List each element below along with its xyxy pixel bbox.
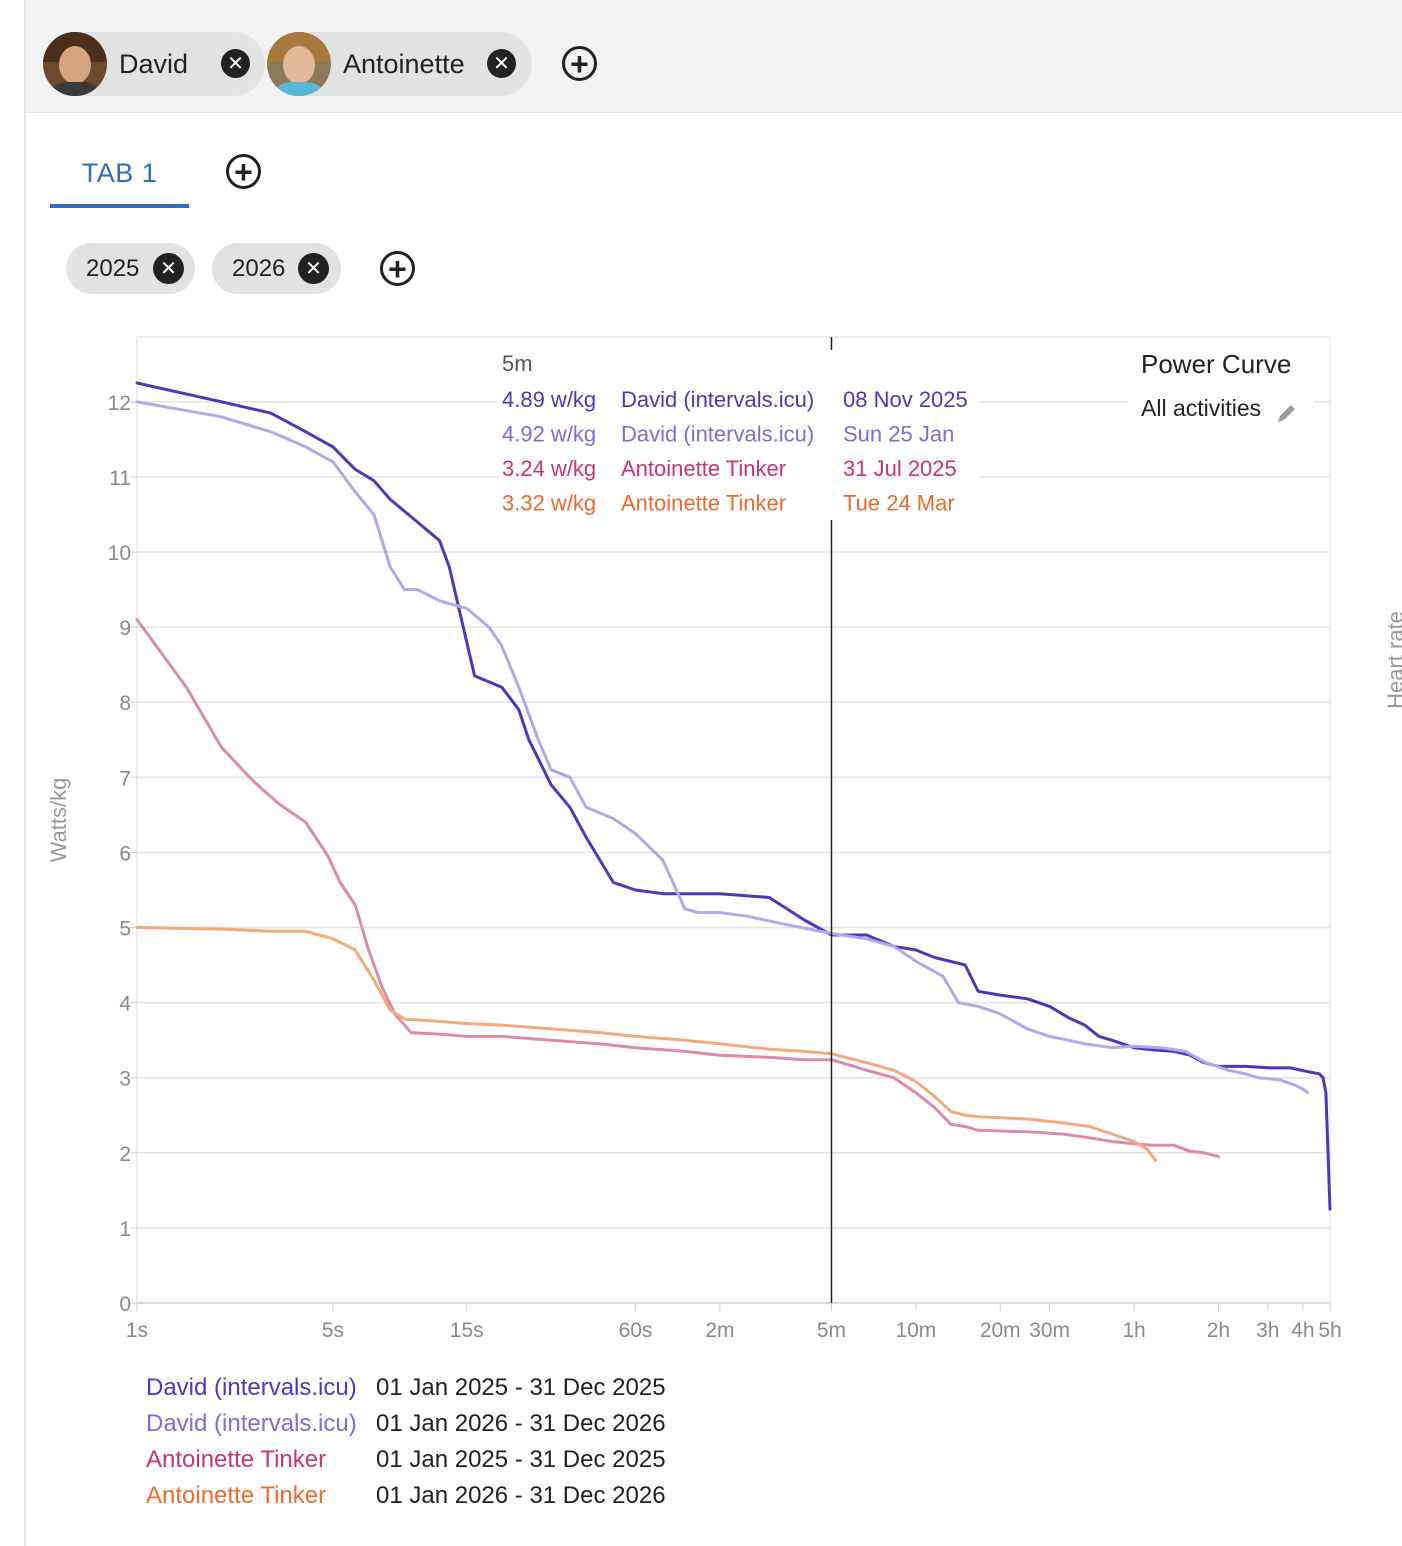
athlete-name: David: [119, 48, 189, 79]
date-filter-2026[interactable]: 2026 ✕: [212, 243, 341, 294]
title-bg: [1128, 346, 1314, 430]
pencil-icon[interactable]: [1278, 405, 1295, 422]
x-tick-label: 3h: [1256, 1319, 1279, 1342]
date-filter-2025[interactable]: 2025 ✕: [66, 243, 195, 294]
x-tick-label: 2h: [1207, 1319, 1230, 1342]
x-tick-label: 10m: [895, 1319, 936, 1342]
tooltip-duration: 5m: [502, 351, 533, 376]
legend-name: David (intervals.icu): [146, 1374, 357, 1401]
legend-item[interactable]: Antoinette Tinker 01 Jan 2025 - 31 Dec 2…: [146, 1442, 666, 1478]
y-tick-label: 7: [119, 767, 131, 790]
avatar: [43, 32, 107, 96]
y-tick-label: 6: [119, 842, 131, 865]
x-tick-label: 5m: [817, 1319, 846, 1342]
athlete-chip-antoinette[interactable]: Antoinette ✕: [267, 32, 532, 96]
divider: [24, 0, 26, 1546]
chart-legend: David (intervals.icu) 01 Jan 2025 - 31 D…: [146, 1370, 666, 1514]
legend-name: Antoinette Tinker: [146, 1446, 327, 1473]
series-line: [135, 618, 1220, 1159]
y-tick-label: 0: [119, 1293, 131, 1316]
x-tick-label: 60s: [619, 1319, 653, 1342]
y-axis-label: Watts/kg: [46, 778, 71, 863]
x-tick-label: 1h: [1122, 1319, 1145, 1342]
x-tick-label: 4h: [1291, 1319, 1314, 1342]
series-lines: [135, 381, 1332, 1211]
x-tick-label: 5h: [1318, 1319, 1341, 1342]
tooltip-name: Antoinette Tinker: [621, 456, 786, 481]
x-tick-label: 2m: [705, 1319, 734, 1342]
x-tick-label: 5s: [322, 1319, 344, 1342]
add-athlete-icon[interactable]: +: [562, 46, 597, 81]
series-line: [135, 400, 1310, 1095]
legend-range: 01 Jan 2025 - 31 Dec 2025: [376, 1374, 666, 1401]
y-tick-label: 8: [119, 692, 131, 715]
athlete-name: Antoinette: [343, 48, 465, 79]
legend-item[interactable]: David (intervals.icu) 01 Jan 2025 - 31 D…: [146, 1370, 666, 1406]
x-tick-label: 15s: [450, 1319, 484, 1342]
x-tick-label: 20m: [980, 1319, 1021, 1342]
plot-area: [136, 336, 1331, 1304]
legend-range: 01 Jan 2025 - 31 Dec 2025: [376, 1446, 666, 1473]
chart-title: Power Curve: [1141, 349, 1291, 379]
y-tick-label: 9: [119, 617, 131, 640]
tooltip-date: 31 Jul 2025: [843, 456, 957, 481]
legend-item[interactable]: David (intervals.icu) 01 Jan 2026 - 31 D…: [146, 1406, 666, 1442]
athlete-bar: David ✕ Antoinette ✕ +: [26, 0, 1402, 113]
series-line: [135, 926, 1158, 1162]
legend-range: 01 Jan 2026 - 31 Dec 2026: [376, 1410, 666, 1437]
close-icon[interactable]: ✕: [153, 253, 184, 284]
tooltip-name: David (intervals.icu): [621, 387, 814, 412]
y-tick-label: 11: [109, 467, 131, 490]
tooltip-name: Antoinette Tinker: [621, 491, 786, 516]
tooltip-name: David (intervals.icu): [621, 422, 814, 447]
tooltip-date: Sun 25 Jan: [843, 422, 954, 447]
y-tick-label: 4: [119, 993, 131, 1016]
tooltip-value: 4.92 w/kg: [502, 422, 596, 447]
y-tick-label: 1: [119, 1218, 131, 1241]
tab-active-indicator: [50, 204, 189, 208]
grid: [137, 401, 1330, 1304]
y-tick-label: 3: [119, 1068, 131, 1091]
athlete-chip-david[interactable]: David ✕: [43, 32, 265, 96]
date-filter-label: 2026: [232, 254, 286, 282]
tooltip-value: 3.24 w/kg: [502, 456, 596, 481]
add-filter-icon[interactable]: +: [380, 251, 415, 286]
legend-name: Antoinette Tinker: [146, 1482, 327, 1509]
legend-range: 01 Jan 2026 - 31 Dec 2026: [376, 1482, 666, 1509]
tooltip-value: 4.89 w/kg: [502, 387, 596, 412]
close-icon[interactable]: ✕: [487, 49, 516, 78]
legend-name: David (intervals.icu): [146, 1410, 357, 1437]
right-axis-label: Heart rate: [1383, 611, 1402, 709]
series-line: [135, 381, 1332, 1211]
tooltip: 4.89 w/kg David (intervals.icu) 08 Nov 202…: [502, 387, 968, 516]
tooltip-bg: [498, 350, 980, 520]
legend-item[interactable]: Antoinette Tinker 01 Jan 2026 - 31 Dec 2…: [146, 1478, 666, 1514]
x-tick-label: 1s: [126, 1319, 148, 1342]
x-axis-ticks: 1s 5s 15s 60s 2m 5m 10m 20m 30m 1h 2h 3h 4h 5h: [126, 1303, 1342, 1342]
date-filter-label: 2025: [86, 254, 140, 282]
y-tick-label: 2: [119, 1143, 131, 1166]
tooltip-date: 08 Nov 2025: [843, 387, 968, 412]
close-icon[interactable]: ✕: [298, 253, 329, 284]
chart-subtitle: All activities: [1141, 395, 1261, 421]
y-tick-label: 10: [108, 542, 131, 565]
close-icon[interactable]: ✕: [221, 49, 250, 78]
add-tab-icon[interactable]: +: [226, 154, 261, 189]
y-tick-label: 12: [108, 392, 131, 415]
avatar: [267, 32, 331, 96]
tooltip-value: 3.32 w/kg: [502, 491, 596, 516]
y-tick-label: 5: [119, 918, 131, 941]
tooltip-date: Tue 24 Mar: [843, 491, 955, 516]
x-tick-label: 30m: [1029, 1319, 1070, 1342]
tab-1[interactable]: TAB 1: [81, 158, 158, 188]
